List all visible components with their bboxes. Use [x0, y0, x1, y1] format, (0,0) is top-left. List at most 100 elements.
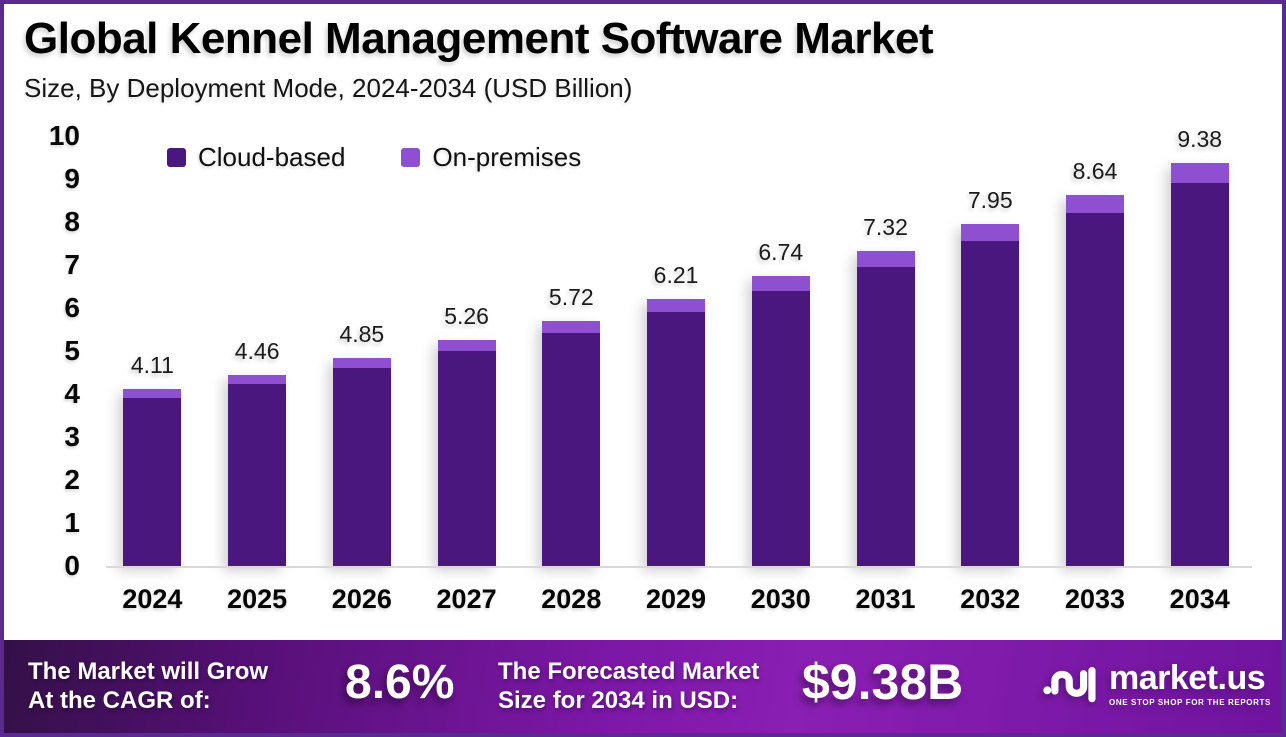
bar-segment-cloud-based	[961, 241, 1020, 566]
stacked-bar	[437, 340, 496, 566]
bar-segment-cloud-based	[542, 333, 601, 566]
bar-group: 7.95	[938, 187, 1043, 566]
stacked-bar	[542, 321, 601, 566]
forecast-label: The Forecasted Market Size for 2034 in U…	[498, 657, 759, 715]
x-tick-label: 2028	[541, 584, 602, 614]
x-axis: 2024 2025 2026 2027 2028 2029 2030 2031 2032 2033…	[100, 584, 1252, 615]
chart-legend: Cloud-based On-premises	[167, 142, 581, 173]
forecast-value: $9.38B	[802, 654, 964, 710]
cagr-label: The Market will Grow At the CAGR of:	[28, 657, 268, 715]
bar-total-label: 5.26	[444, 303, 489, 329]
y-tick-label: 5	[64, 335, 80, 366]
legend-swatch-on-premises-icon	[401, 148, 421, 167]
stacked-bar	[1170, 163, 1229, 566]
x-tick-label: 2032	[960, 584, 1021, 614]
bar-total-label: 6.21	[653, 262, 699, 288]
brand-name: market.us	[1109, 659, 1266, 697]
bar-group: 4.46	[205, 338, 310, 566]
legend-item-cloud-based: Cloud-based	[167, 142, 345, 173]
cagr-value: 8.6%	[345, 656, 455, 709]
x-tick-label: 2033	[1064, 584, 1126, 614]
y-tick-label: 3	[64, 421, 80, 452]
x-tick-label: 2027	[436, 584, 497, 614]
bar-segment-on-premises	[542, 321, 601, 333]
bar-group: 5.26	[414, 303, 519, 566]
plot-area: 4.11 4.46 4.85 5.26 5.72 6.21 6.74 7.32 7.95 8.64…	[100, 126, 1252, 566]
bar-segment-on-premises	[123, 389, 182, 398]
x-tick-label: 2025	[227, 584, 288, 614]
y-tick-label: 2	[64, 464, 80, 495]
bar-group: 4.85	[309, 321, 414, 566]
stacked-bar	[647, 299, 706, 566]
header: Global Kennel Management Software Market…	[24, 14, 934, 104]
bar-total-label: 9.38	[1177, 126, 1223, 152]
legend-label-cloud-based: Cloud-based	[198, 142, 346, 172]
x-tick-label: 2026	[331, 584, 392, 614]
bar-total-label: 8.64	[1072, 158, 1118, 184]
bar-total-label: 6.74	[758, 239, 804, 265]
bar-total-label: 7.32	[863, 214, 908, 240]
bar-segment-on-premises	[332, 358, 391, 368]
x-tick-label: 2029	[646, 584, 707, 614]
bar-group: 9.38	[1147, 126, 1252, 566]
cagr-label-line2: At the CAGR of:	[28, 687, 211, 714]
stacked-bar	[1065, 195, 1124, 566]
bar-segment-cloud-based	[332, 368, 391, 566]
x-axis-line	[106, 566, 1252, 568]
forecast-label-line1: The Forecasted Market	[498, 658, 760, 685]
y-tick-label: 8	[64, 206, 80, 237]
y-axis: 0 1 2 3 4 5 6 7 8 9 10	[28, 120, 80, 581]
bar-segment-on-premises	[856, 251, 915, 267]
stacked-bar	[856, 251, 915, 566]
y-tick-label: 0	[64, 550, 80, 581]
y-tick-label: 10	[48, 120, 80, 151]
bar-segment-cloud-based	[1065, 213, 1124, 566]
bar-segment-on-premises	[228, 375, 287, 384]
y-tick-label: 1	[64, 507, 80, 538]
brand-logo: market.us ONE STOP SHOP FOR THE REPORTS	[1042, 660, 1271, 707]
marketus-logo-icon	[1043, 667, 1096, 703]
legend-item-on-premises: On-premises	[401, 142, 581, 173]
bar-segment-on-premises	[437, 340, 496, 351]
chart-subtitle: Size, By Deployment Mode, 2024-2034 (USD…	[24, 73, 633, 103]
bar-total-label: 4.85	[339, 321, 385, 347]
bar-total-label: 7.95	[967, 187, 1013, 213]
bar-total-label: 4.11	[130, 352, 174, 378]
bar-group: 8.64	[1043, 158, 1148, 566]
x-tick-label: 2030	[750, 584, 811, 614]
footer-banner: The Market will Grow At the CAGR of: 8.6…	[4, 640, 1282, 733]
bar-segment-cloud-based	[228, 384, 287, 566]
bar-group: 7.32	[833, 214, 938, 566]
bar-segment-cloud-based	[751, 291, 810, 566]
page-title: Global Kennel Management Software Market	[24, 14, 934, 63]
y-tick-label: 4	[64, 378, 80, 409]
stacked-bar	[228, 375, 287, 566]
forecast-label-line2: Size for 2034 in USD:	[498, 687, 739, 714]
bar-segment-on-premises	[1065, 195, 1124, 213]
brand-text: market.us ONE STOP SHOP FOR THE REPORTS	[1109, 660, 1271, 707]
x-tick-label: 2034	[1169, 584, 1230, 614]
x-tick-label: 2024	[122, 584, 183, 614]
x-tick-label: 2031	[855, 584, 916, 614]
bar-segment-cloud-based	[123, 398, 182, 566]
bar-group: 6.74	[728, 239, 833, 566]
legend-label-on-premises: On-premises	[432, 142, 582, 172]
bar-group: 4.11	[100, 352, 205, 566]
bar-segment-cloud-based	[647, 312, 706, 566]
bar-total-label: 5.72	[548, 284, 594, 310]
bar-group: 5.72	[519, 284, 624, 566]
stacked-bar	[332, 358, 391, 566]
y-tick-label: 6	[64, 292, 80, 323]
bar-total-label: 4.46	[234, 338, 280, 364]
bar-segment-on-premises	[647, 299, 706, 312]
bar-segment-on-premises	[961, 224, 1020, 241]
bars-row: 4.11 4.46 4.85 5.26 5.72 6.21 6.74 7.32 7.95 8.64…	[100, 126, 1252, 566]
brand-tagline: ONE STOP SHOP FOR THE REPORTS	[1109, 698, 1272, 707]
bar-segment-cloud-based	[856, 267, 915, 566]
stacked-bar	[751, 276, 810, 566]
bar-segment-on-premises	[751, 276, 810, 291]
y-tick-label: 7	[64, 249, 80, 280]
bar-segment-on-premises	[1170, 163, 1229, 183]
cagr-label-line1: The Market will Grow	[28, 658, 269, 685]
